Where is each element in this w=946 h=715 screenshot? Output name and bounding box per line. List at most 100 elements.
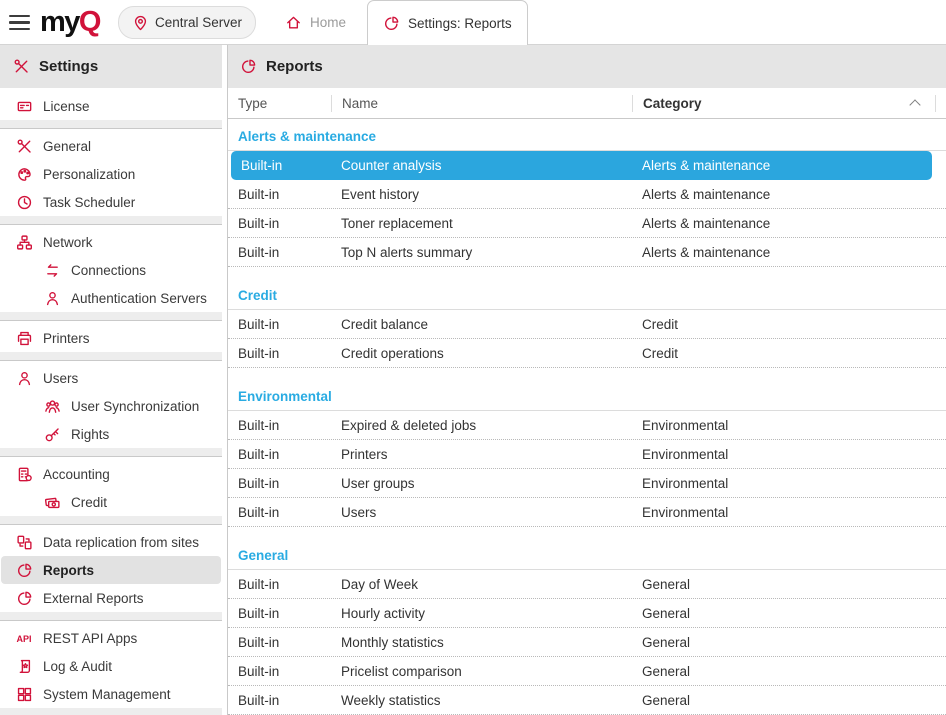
tab-settings-reports-label: Settings: Reports bbox=[408, 15, 512, 31]
sidebar-item-label: Personalization bbox=[43, 166, 136, 182]
report-category-cell: General bbox=[642, 605, 691, 621]
report-type-cell: Built-in bbox=[238, 475, 280, 491]
report-name-cell: Monthly statistics bbox=[341, 634, 444, 650]
tab-settings-reports[interactable]: Settings: Reports bbox=[367, 0, 528, 45]
report-type-cell: Built-in bbox=[238, 215, 280, 231]
report-type-cell: Built-in bbox=[238, 446, 280, 462]
group-icon bbox=[44, 398, 61, 415]
report-row-credit-balance[interactable]: Built-in Credit balance Credit bbox=[228, 310, 946, 339]
sidebar-item-label: Log & Audit bbox=[43, 658, 113, 674]
report-row-toner-replacement[interactable]: Built-in Toner replacement Alerts & main… bbox=[228, 209, 946, 238]
sidebar-separator bbox=[0, 448, 222, 457]
reports-table-body: Alerts & maintenance Built-in Counter an… bbox=[228, 119, 946, 715]
sidebar-item-system-management[interactable]: System Management bbox=[1, 680, 221, 708]
column-header-category[interactable]: Category bbox=[632, 94, 936, 112]
report-row-hourly-activity[interactable]: Built-in Hourly activity General bbox=[228, 599, 946, 628]
category-group-title: Alerts & maintenance bbox=[228, 119, 946, 151]
sidebar-item-reports[interactable]: Reports bbox=[1, 556, 221, 584]
report-type-cell: Built-in bbox=[238, 186, 280, 202]
network-icon bbox=[16, 234, 33, 251]
palette-icon bbox=[16, 166, 33, 183]
report-row-credit-operations[interactable]: Built-in Credit operations Credit bbox=[228, 339, 946, 368]
report-name-cell: Users bbox=[341, 504, 377, 520]
report-name-cell: Weekly statistics bbox=[341, 692, 441, 708]
report-row-printers[interactable]: Built-in Printers Environmental bbox=[228, 440, 946, 469]
sidebar-item-general[interactable]: General bbox=[1, 132, 221, 160]
sidebar-item-license[interactable]: License bbox=[1, 92, 221, 120]
api-icon: API bbox=[16, 630, 33, 647]
sidebar-item-user-synchronization[interactable]: User Synchronization bbox=[1, 392, 221, 420]
report-row-weekly-statistics[interactable]: Built-in Weekly statistics General bbox=[228, 686, 946, 715]
report-name-cell: Pricelist comparison bbox=[341, 663, 462, 679]
report-row-day-of-week[interactable]: Built-in Day of Week General bbox=[228, 570, 946, 599]
sidebar-item-label: Connections bbox=[71, 262, 147, 278]
tab-home[interactable]: Home bbox=[270, 0, 361, 45]
settings-sidebar: Settings License General Personalization… bbox=[0, 45, 222, 715]
reports-icon bbox=[16, 590, 33, 607]
report-name-cell: Day of Week bbox=[341, 576, 419, 592]
sidebar-item-credit[interactable]: Credit bbox=[1, 488, 221, 516]
central-server-button[interactable]: Central Server bbox=[117, 6, 257, 39]
report-row-users[interactable]: Built-in Users Environmental bbox=[228, 498, 946, 527]
report-row-pricelist-comparison[interactable]: Built-in Pricelist comparison General bbox=[228, 657, 946, 686]
sidebar-item-data-replication-from-sites[interactable]: Data replication from sites bbox=[1, 528, 221, 556]
sidebar-separator bbox=[0, 352, 222, 361]
sidebar-item-label: System Management bbox=[43, 686, 171, 702]
sidebar-item-network[interactable]: Network bbox=[1, 228, 221, 256]
column-header-type[interactable]: Type bbox=[238, 95, 268, 111]
sidebar-item-label: Data replication from sites bbox=[43, 534, 200, 550]
sidebar-item-printers[interactable]: Printers bbox=[1, 324, 221, 352]
sidebar-item-label: Network bbox=[43, 234, 93, 250]
report-type-cell: Built-in bbox=[238, 634, 280, 650]
sidebar-item-label: External Reports bbox=[43, 590, 144, 606]
report-type-cell: Built-in bbox=[238, 244, 280, 260]
report-category-cell: General bbox=[642, 576, 691, 592]
sidebar-item-connections[interactable]: Connections bbox=[1, 256, 221, 284]
column-header-name[interactable]: Name bbox=[331, 94, 632, 112]
content-area: Settings License General Personalization… bbox=[0, 45, 946, 715]
tools-icon bbox=[13, 58, 30, 75]
menu-icon[interactable] bbox=[9, 14, 30, 31]
report-category-cell: Alerts & maintenance bbox=[642, 157, 771, 173]
person-icon bbox=[16, 370, 33, 387]
report-row-counter-analysis[interactable]: Built-in Counter analysis Alerts & maint… bbox=[231, 151, 932, 180]
report-group-environmental: Environmental Built-in Expired & deleted… bbox=[228, 368, 946, 527]
report-type-cell: Built-in bbox=[238, 605, 280, 621]
table-header: Type Name Category bbox=[228, 88, 946, 119]
main-header: Reports bbox=[228, 45, 946, 88]
sidebar-item-users[interactable]: Users bbox=[1, 364, 221, 392]
report-name-cell: Counter analysis bbox=[341, 157, 442, 173]
sidebar-item-log-audit[interactable]: Log & Audit bbox=[1, 652, 221, 680]
sidebar-item-authentication-servers[interactable]: Authentication Servers bbox=[1, 284, 221, 312]
sidebar-item-external-reports[interactable]: External Reports bbox=[1, 584, 221, 612]
sidebar-item-accounting[interactable]: Accounting bbox=[1, 460, 221, 488]
report-name-cell: Credit balance bbox=[341, 316, 429, 332]
sidebar-item-rights[interactable]: Rights bbox=[1, 420, 221, 448]
report-row-event-history[interactable]: Built-in Event history Alerts & maintena… bbox=[228, 180, 946, 209]
report-row-user-groups[interactable]: Built-in User groups Environmental bbox=[228, 469, 946, 498]
arrows-icon bbox=[44, 262, 61, 279]
category-group-title: Environmental bbox=[228, 368, 946, 411]
report-name-cell: User groups bbox=[341, 475, 415, 491]
sidebar-item-label: Authentication Servers bbox=[71, 290, 207, 306]
category-group-title: Credit bbox=[228, 267, 946, 310]
sidebar-item-task-scheduler[interactable]: Task Scheduler bbox=[1, 188, 221, 216]
sidebar-item-rest-api-apps[interactable]: API REST API Apps bbox=[1, 624, 221, 652]
report-name-cell: Event history bbox=[341, 186, 420, 202]
report-type-cell: Built-in bbox=[238, 692, 280, 708]
sidebar-item-label: License bbox=[43, 98, 90, 114]
person-icon bbox=[44, 290, 61, 307]
sidebar-item-personalization[interactable]: Personalization bbox=[1, 160, 221, 188]
report-category-cell: General bbox=[642, 692, 691, 708]
report-row-monthly-statistics[interactable]: Built-in Monthly statistics General bbox=[228, 628, 946, 657]
key-icon bbox=[44, 426, 61, 443]
replication-icon bbox=[16, 534, 33, 551]
home-icon bbox=[285, 14, 302, 31]
report-category-cell: Credit bbox=[642, 316, 679, 332]
report-category-cell: Environmental bbox=[642, 417, 729, 433]
reports-icon bbox=[383, 15, 400, 32]
sidebar-title: Settings bbox=[39, 58, 99, 75]
report-row-expired-deleted-jobs[interactable]: Built-in Expired & deleted jobs Environm… bbox=[228, 411, 946, 440]
report-row-top-n-alerts-summary[interactable]: Built-in Top N alerts summary Alerts & m… bbox=[228, 238, 946, 267]
calculator-icon bbox=[16, 466, 33, 483]
